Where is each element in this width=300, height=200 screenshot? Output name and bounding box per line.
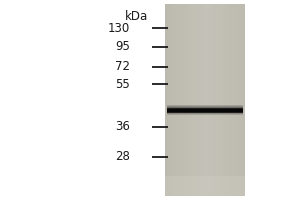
Bar xyxy=(189,4,193,196)
Bar xyxy=(193,4,197,196)
Text: 72: 72 xyxy=(115,60,130,73)
Text: 95: 95 xyxy=(115,40,130,53)
Bar xyxy=(217,4,221,196)
Bar xyxy=(167,106,243,114)
Bar xyxy=(165,4,245,196)
Bar xyxy=(167,107,243,113)
Bar xyxy=(177,4,181,196)
Bar xyxy=(167,106,243,114)
Bar xyxy=(165,4,169,196)
Bar xyxy=(209,4,213,196)
Bar xyxy=(169,4,173,196)
Bar xyxy=(181,4,185,196)
Text: 55: 55 xyxy=(115,77,130,90)
Bar xyxy=(167,108,243,112)
Bar xyxy=(225,4,229,196)
Bar xyxy=(165,176,245,196)
Bar xyxy=(167,107,243,113)
Bar xyxy=(237,4,241,196)
Bar xyxy=(167,108,243,112)
Bar xyxy=(197,4,201,196)
Bar xyxy=(167,105,243,115)
Bar xyxy=(213,4,217,196)
Text: 28: 28 xyxy=(115,150,130,164)
Bar xyxy=(201,4,205,196)
Bar xyxy=(167,108,243,112)
Text: 36: 36 xyxy=(115,120,130,134)
Bar xyxy=(221,4,225,196)
Bar xyxy=(167,105,243,115)
Bar xyxy=(167,108,243,112)
Bar xyxy=(233,4,237,196)
Bar xyxy=(205,4,209,196)
Text: 130: 130 xyxy=(108,21,130,34)
Bar xyxy=(173,4,177,196)
Bar xyxy=(185,4,189,196)
Bar xyxy=(241,4,245,196)
Text: kDa: kDa xyxy=(125,10,148,23)
Bar xyxy=(229,4,233,196)
